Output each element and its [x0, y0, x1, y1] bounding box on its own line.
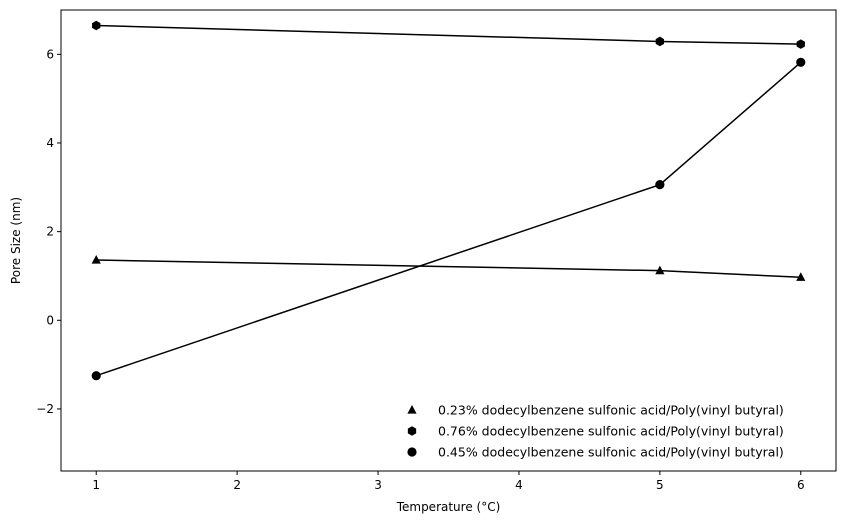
y-axis-label: Pore Size (nm)	[9, 197, 23, 284]
data-point	[796, 272, 806, 281]
legend-item: 0.45% dodecylbenzene sulfonic acid/Poly(…	[407, 445, 784, 460]
x-tick-label: 2	[233, 478, 241, 492]
y-tick-label: 2	[46, 225, 54, 239]
data-point	[655, 180, 665, 190]
series-hexagon	[92, 20, 805, 49]
series-line	[96, 24, 801, 45]
series-layer	[91, 20, 806, 381]
legend-marker	[407, 447, 417, 457]
x-axis-label: Temperature (°C)	[396, 500, 501, 514]
plot-frame	[60, 9, 837, 472]
legend-item: 0.76% dodecylbenzene sulfonic acid/Poly(…	[407, 424, 784, 439]
legend-label: 0.45% dodecylbenzene sulfonic acid/Poly(…	[438, 445, 784, 460]
x-tick-label: 4	[515, 478, 523, 492]
x-tick-label: 5	[656, 478, 664, 492]
legend-item: 0.23% dodecylbenzene sulfonic acid/Poly(…	[407, 403, 784, 418]
y-tick-label: 4	[46, 136, 54, 150]
series-circle	[91, 57, 806, 381]
data-point	[796, 39, 805, 49]
legend-marker	[407, 405, 417, 414]
legend-label: 0.23% dodecylbenzene sulfonic acid/Poly(…	[438, 403, 784, 418]
x-tick-label: 3	[374, 478, 382, 492]
y-axis: −2 0 2 4 6	[36, 47, 61, 416]
x-tick-label: 6	[797, 478, 805, 492]
data-point	[91, 371, 101, 381]
series-line	[96, 259, 801, 279]
legend-marker	[407, 426, 417, 436]
x-tick-label: 1	[92, 478, 100, 492]
data-point	[91, 255, 101, 264]
y-tick-label: −2	[36, 402, 54, 416]
y-tick-label: 0	[46, 313, 54, 327]
data-point	[796, 57, 806, 67]
x-axis: 1 2 3 4 5 6	[92, 471, 805, 492]
data-point	[92, 20, 101, 31]
data-point	[655, 36, 665, 47]
data-point	[655, 265, 665, 275]
legend: 0.23% dodecylbenzene sulfonic acid/Poly(…	[407, 403, 784, 460]
series-line	[95, 61, 802, 377]
series-triangle	[91, 255, 806, 281]
y-tick-label: 6	[46, 47, 54, 61]
legend-label: 0.76% dodecylbenzene sulfonic acid/Poly(…	[438, 424, 784, 439]
